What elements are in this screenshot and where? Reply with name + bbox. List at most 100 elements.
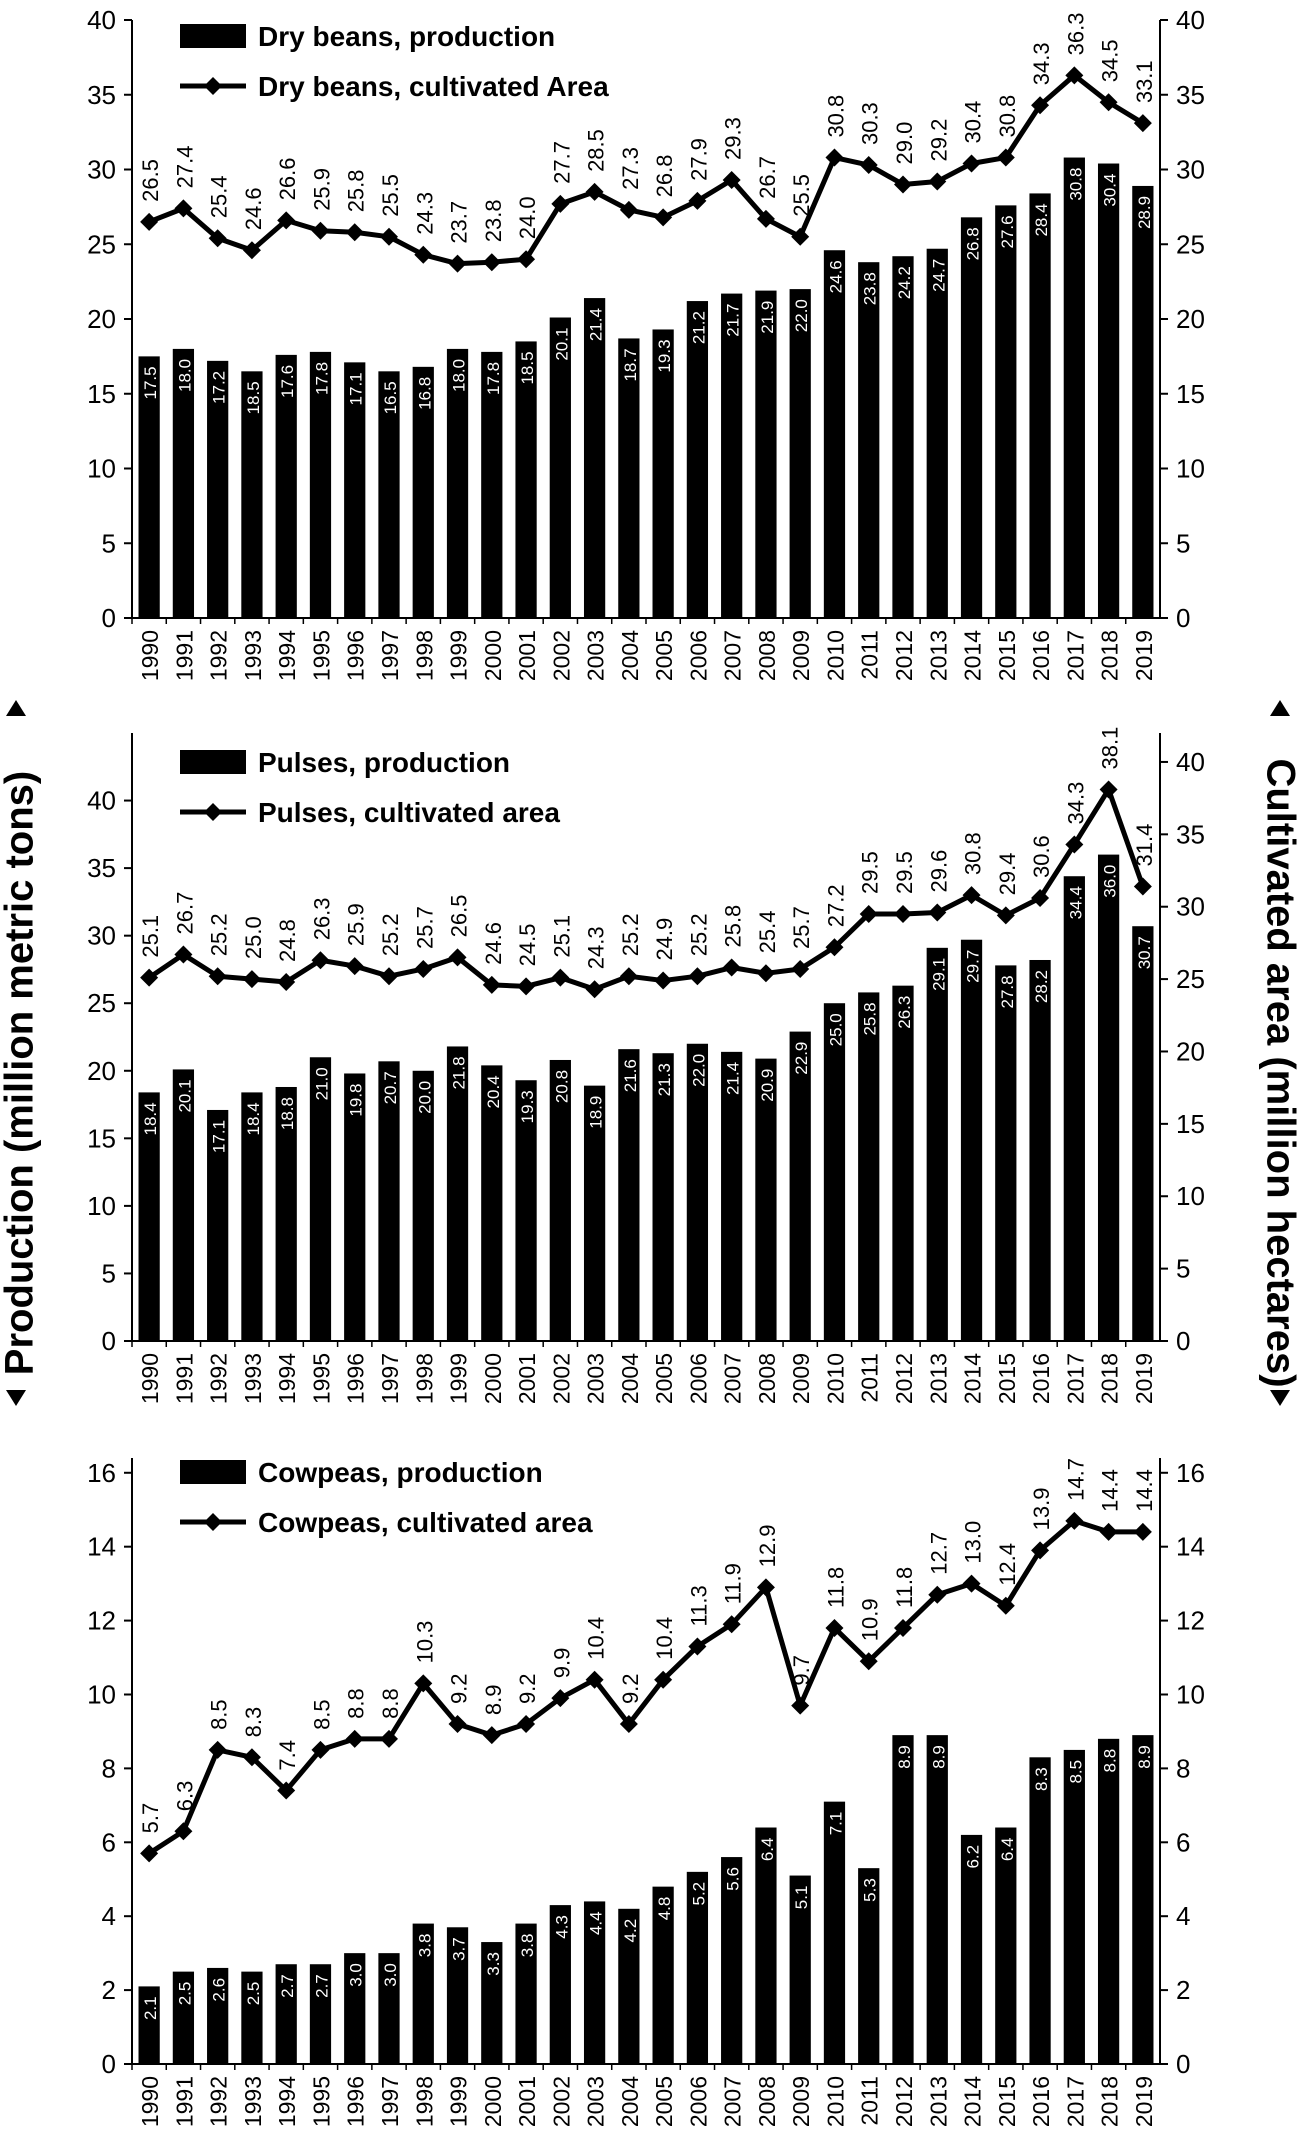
panel2-bar-value-label: 17.1 bbox=[210, 1120, 229, 1153]
panel3-bar bbox=[755, 1828, 776, 2064]
panel3-area-value-label: 10.4 bbox=[584, 1617, 609, 1660]
panel3-area-value-label: 13.0 bbox=[961, 1521, 986, 1564]
panel2-right-tick-label: 20 bbox=[1176, 1036, 1205, 1066]
panel2-right-tick-label: 5 bbox=[1176, 1254, 1190, 1284]
panel1-left-tick-label: 0 bbox=[102, 603, 116, 633]
panel3-x-tick-label: 1998 bbox=[411, 2076, 437, 2127]
panel3-area-value-label: 10.3 bbox=[412, 1621, 437, 1664]
panel3-x-tick-label: 2000 bbox=[480, 2076, 506, 2127]
panel3-area-value-label: 12.9 bbox=[755, 1525, 780, 1568]
panel2-area-value-label: 29.5 bbox=[892, 851, 917, 894]
panel3-area-value-label: 8.5 bbox=[207, 1699, 232, 1730]
panel3-area-value-label: 11.3 bbox=[686, 1585, 711, 1626]
panel2-x-tick-label: 1996 bbox=[343, 1353, 369, 1404]
panel2-area-value-label: 29.4 bbox=[995, 853, 1020, 896]
panel2-legend-bar-label: Pulses, production bbox=[258, 747, 510, 778]
panel2-bar bbox=[1132, 926, 1153, 1341]
panel2-area-marker bbox=[243, 970, 261, 988]
panel3-left-tick-label: 16 bbox=[87, 1458, 116, 1488]
panel2-area-value-label: 24.6 bbox=[481, 922, 506, 965]
panel2-area-value-label: 25.7 bbox=[412, 906, 437, 949]
panel1-area-value-label: 27.7 bbox=[549, 141, 574, 184]
panel3-bar bbox=[995, 1828, 1016, 2064]
right-axis-arrow-up-icon bbox=[1270, 700, 1290, 716]
panel2-bar-value-label: 34.4 bbox=[1066, 886, 1085, 919]
panel2-bar-value-label: 19.8 bbox=[347, 1083, 366, 1116]
panel1-bar-value-label: 21.2 bbox=[689, 311, 708, 344]
panel1-x-tick-label: 2018 bbox=[1097, 630, 1123, 681]
panel3-bar-value-label: 6.2 bbox=[964, 1845, 983, 1869]
panel2-bar bbox=[995, 965, 1016, 1341]
panel1-bar bbox=[927, 249, 948, 618]
panel3-x-tick-label: 2019 bbox=[1131, 2076, 1157, 2127]
panel2-left-tick-label: 35 bbox=[87, 853, 116, 883]
panel3-x-tick-label: 2010 bbox=[822, 2076, 848, 2127]
left-axis-arrow-up-icon bbox=[6, 700, 26, 716]
panel3-bar-value-label: 8.5 bbox=[1066, 1760, 1085, 1784]
panel3-x-tick-label: 1993 bbox=[240, 2076, 266, 2127]
panel1-x-tick-label: 1990 bbox=[137, 630, 163, 681]
panel2-x-tick-label: 2001 bbox=[514, 1353, 540, 1404]
panel3-area-value-label: 14.4 bbox=[1132, 1469, 1157, 1512]
panel1-area-value-label: 28.5 bbox=[584, 129, 609, 172]
panel3-x-tick-label: 2012 bbox=[891, 2076, 917, 2127]
panel1-area-value-label: 23.8 bbox=[481, 199, 506, 242]
panel3-area-value-label: 8.9 bbox=[481, 1685, 506, 1716]
panel1-bar bbox=[721, 294, 742, 618]
panel2-bar-value-label: 20.7 bbox=[381, 1071, 400, 1104]
panel3-bar-value-label: 3.3 bbox=[484, 1952, 503, 1976]
panel3-legend-line-label: Cowpeas, cultivated area bbox=[258, 1507, 593, 1538]
panel1-bar bbox=[687, 301, 708, 618]
panel1-area-marker bbox=[346, 223, 364, 241]
panel1-bar bbox=[755, 291, 776, 618]
panel1-bar bbox=[1132, 186, 1153, 618]
panel1-right-tick-label: 10 bbox=[1176, 454, 1205, 484]
panel2-bar bbox=[1064, 876, 1085, 1341]
panel3-bar-value-label: 3.8 bbox=[415, 1934, 434, 1958]
panel1-x-tick-label: 1999 bbox=[446, 630, 472, 681]
panel1-area-value-label: 25.5 bbox=[378, 174, 403, 217]
panel3-area-value-label: 8.8 bbox=[344, 1688, 369, 1719]
panel3-x-tick-label: 1995 bbox=[308, 2076, 334, 2127]
panel2-left-tick-label: 10 bbox=[87, 1191, 116, 1221]
panel3-right-tick-label: 14 bbox=[1176, 1532, 1205, 1562]
panel3-x-tick-label: 2002 bbox=[548, 2076, 574, 2127]
panel1-right-tick-label: 15 bbox=[1176, 379, 1205, 409]
panel2-area-value-label: 25.0 bbox=[241, 916, 266, 959]
panel3-bar-value-label: 2.6 bbox=[210, 1978, 229, 2002]
panel1-bar-value-label: 16.8 bbox=[415, 377, 434, 410]
panel3-area-marker bbox=[791, 1697, 809, 1715]
panel3-x-tick-label: 2005 bbox=[651, 2076, 677, 2127]
panel2-bar-value-label: 21.8 bbox=[450, 1056, 469, 1089]
panel3-area-value-label: 10.4 bbox=[652, 1617, 677, 1660]
panel3-area-value-label: 9.2 bbox=[447, 1673, 472, 1704]
panel2-bar-value-label: 18.8 bbox=[278, 1097, 297, 1130]
panel2-x-tick-label: 1997 bbox=[377, 1353, 403, 1404]
panel3-bar-value-label: 4.8 bbox=[655, 1897, 674, 1921]
panel2-area-marker bbox=[414, 960, 432, 978]
panel1-area-marker bbox=[449, 255, 467, 273]
panel1-area-value-label: 27.9 bbox=[686, 138, 711, 181]
panel3-bar-value-label: 5.3 bbox=[861, 1878, 880, 1902]
panel3-bar-value-label: 2.1 bbox=[141, 1996, 160, 2020]
panel1-bar-value-label: 26.8 bbox=[964, 227, 983, 260]
panel3-bar-value-label: 7.1 bbox=[826, 1812, 845, 1836]
panel1-left-tick-label: 30 bbox=[87, 155, 116, 185]
panel3-area-value-label: 11.9 bbox=[721, 1563, 746, 1604]
panel3-right-tick-label: 16 bbox=[1176, 1458, 1205, 1488]
panel3-area-value-label: 9.2 bbox=[618, 1673, 643, 1704]
panel3-bar-value-label: 8.9 bbox=[929, 1745, 948, 1769]
panel1-area-value-label: 25.4 bbox=[207, 175, 232, 218]
panel1-x-tick-label: 2013 bbox=[925, 630, 951, 681]
right-axis-label: Cultivated area (million hectares) bbox=[1258, 758, 1300, 1387]
panel1-x-tick-label: 2009 bbox=[788, 630, 814, 681]
panel2-area-marker bbox=[757, 964, 775, 982]
panel3-right-tick-label: 6 bbox=[1176, 1827, 1190, 1857]
panel2-right-tick-label: 25 bbox=[1176, 964, 1205, 994]
panel1-bar-value-label: 18.7 bbox=[621, 348, 640, 381]
panel1-right-tick-label: 0 bbox=[1176, 603, 1190, 633]
panel1-bar bbox=[584, 298, 605, 618]
panel2-area-marker bbox=[723, 959, 741, 977]
panel2-x-tick-label: 2012 bbox=[891, 1353, 917, 1404]
panel2-area-value-label: 34.3 bbox=[1063, 782, 1088, 825]
